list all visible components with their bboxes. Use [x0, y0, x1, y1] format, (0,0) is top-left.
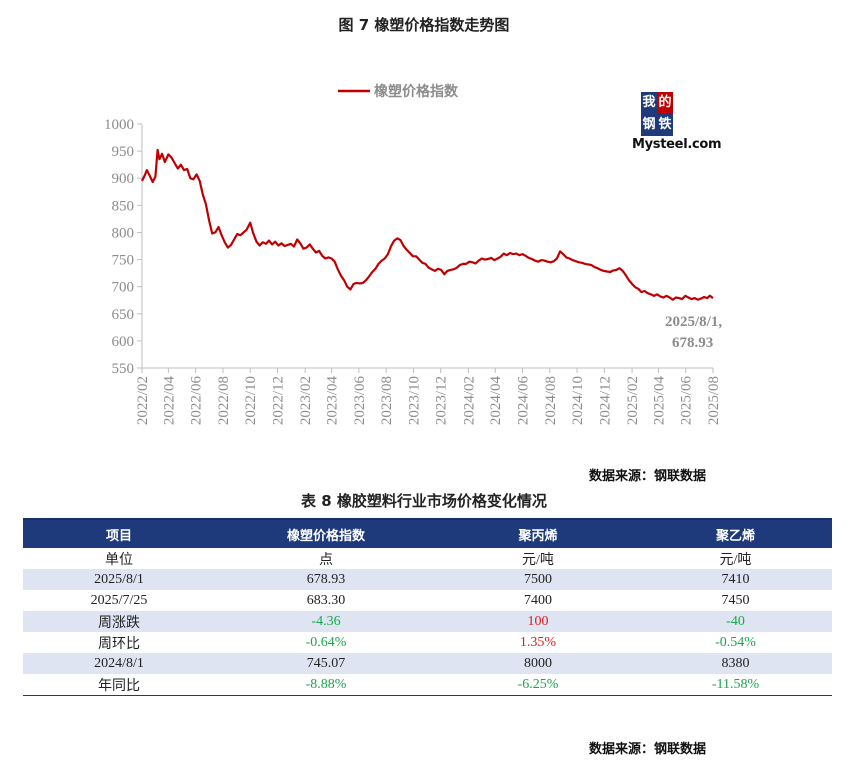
legend-label: 橡塑价格指数	[374, 83, 459, 100]
y-tick-label: 750	[112, 253, 135, 269]
x-axis-ticks: 2022/02 2022/04 2022/06 2022/08 2022/10 2022/…	[135, 368, 722, 425]
x-tick-label: 2023/02	[298, 376, 314, 425]
table-title: 表 8 橡胶塑料行业市场价格变化情况	[301, 492, 547, 510]
cell-pp: 1.35%	[519, 634, 557, 650]
y-tick-label: 950	[112, 144, 135, 160]
y-tick-label: 550	[112, 361, 135, 377]
cell-pp: 7400	[524, 592, 552, 608]
cell-pp: 7500	[437, 569, 639, 590]
table-row: 2024/8/1 745.07 8000 8380	[23, 653, 832, 674]
x-tick-label: 2023/12	[434, 376, 450, 425]
cell-pp: 8000	[437, 653, 639, 674]
y-tick-label: 650	[112, 307, 135, 323]
y-tick-label: 850	[112, 198, 135, 214]
logo-mark: 我 的 钢 铁	[641, 92, 673, 140]
x-tick-label: 2022/10	[243, 376, 259, 425]
row-label: 2025/7/25	[90, 592, 148, 608]
y-tick-label: 700	[112, 280, 135, 296]
cell-pe: 8380	[639, 653, 832, 674]
cell-pe: -11.58%	[639, 674, 832, 696]
x-tick-label: 2023/06	[352, 376, 368, 426]
x-tick-label: 2024/04	[488, 376, 504, 426]
series-line-rubber-plastic-index	[141, 148, 714, 301]
table-row: 年同比 -8.88% -6.25% -11.58%	[23, 674, 832, 696]
logo-char-4: 铁	[657, 114, 673, 136]
cell-index: -0.64%	[305, 634, 347, 650]
row-label: 年同比	[23, 674, 215, 696]
table-header-row: 项目 橡塑价格指数 聚丙烯 聚乙烯	[23, 518, 832, 548]
row-label: 周涨跌	[23, 611, 215, 632]
cell-index: 678.93	[215, 569, 437, 590]
x-tick-label: 2024/08	[543, 376, 559, 425]
logo-char-3: 钢	[641, 114, 657, 136]
price-change-table: 项目 橡塑价格指数 聚丙烯 聚乙烯 单位 点 元/吨 元/吨 2025/8/1 …	[23, 518, 832, 696]
x-tick-label: 2025/04	[651, 376, 667, 426]
header-pp: 聚丙烯	[437, 518, 639, 548]
table-row: 周涨跌 -4.36 100 -40	[23, 611, 832, 632]
logo-char-2: 的	[657, 92, 673, 114]
annotation-date: 2025/8/1,	[665, 314, 722, 330]
table-row: 单位 点 元/吨 元/吨	[23, 548, 832, 569]
cell-index: 点	[319, 552, 333, 568]
x-tick-label: 2025/06	[679, 376, 695, 426]
cell-pe: 元/吨	[719, 552, 752, 568]
cell-pe: -0.54%	[715, 634, 756, 650]
cell-pe: -40	[639, 611, 832, 632]
cell-index: -4.36	[215, 611, 437, 632]
cell-pe: 7410	[639, 569, 832, 590]
x-tick-label: 2023/08	[379, 376, 395, 425]
header-item: 项目	[23, 518, 215, 548]
cell-pp: -6.25%	[437, 674, 639, 696]
header-pe: 聚乙烯	[639, 518, 832, 548]
y-tick-label: 1000	[104, 117, 134, 133]
x-tick-label: 2025/02	[625, 376, 641, 425]
logo-text: Mysteel.com	[632, 137, 722, 152]
table-source: 数据来源：钢联数据	[588, 742, 706, 757]
x-tick-label: 2024/06	[516, 376, 532, 426]
cell-index: -8.88%	[215, 674, 437, 696]
x-tick-label: 2022/12	[270, 376, 286, 425]
cell-pp: 元/吨	[522, 552, 554, 568]
cell-index: 745.07	[215, 653, 437, 674]
x-tick-label: 2025/08	[706, 376, 722, 425]
row-label: 周环比	[98, 636, 140, 652]
line-chart: 橡塑价格指数 550 600 650 700 750 800 850 900 950 1000 2…	[104, 83, 722, 425]
row-label: 2024/8/1	[23, 653, 215, 674]
table-row: 2025/8/1 678.93 7500 7410	[23, 569, 832, 590]
x-tick-label: 2023/10	[406, 376, 422, 425]
x-tick-label: 2024/10	[570, 376, 586, 425]
mysteel-logo: 我 的 钢 铁 Mysteel.com	[632, 92, 722, 154]
cell-index: 683.30	[306, 592, 346, 608]
x-tick-label: 2022/08	[216, 376, 232, 425]
row-label: 2025/8/1	[23, 569, 215, 590]
chart-axes	[141, 124, 713, 369]
x-tick-label: 2024/12	[597, 376, 613, 425]
x-tick-label: 2022/02	[135, 376, 151, 425]
chart-legend: 橡塑价格指数	[338, 83, 459, 100]
y-axis-ticks: 550 600 650 700 750 800 850 900 950 1000	[104, 117, 142, 377]
chart-source: 数据来源：钢联数据	[588, 469, 706, 484]
x-tick-label: 2024/02	[461, 376, 477, 425]
last-point-annotation: 2025/8/1, 678.93	[665, 314, 722, 351]
figure-title: 图 7 橡塑价格指数走势图	[338, 16, 510, 34]
x-tick-label: 2022/04	[161, 376, 177, 426]
table-row: 2025/7/25 683.30 7400 7450	[23, 590, 832, 611]
table-row: 周环比 -0.64% 1.35% -0.54%	[23, 632, 832, 653]
cell-pe: 7450	[721, 592, 750, 608]
y-tick-label: 900	[112, 171, 135, 187]
x-tick-label: 2023/04	[325, 376, 341, 426]
cell-pp: 100	[437, 611, 639, 632]
row-label: 单位	[105, 552, 133, 568]
y-tick-label: 800	[112, 225, 135, 241]
header-index: 橡塑价格指数	[215, 518, 437, 548]
logo-char-1: 我	[641, 92, 657, 114]
y-tick-label: 600	[112, 334, 135, 350]
x-tick-label: 2022/06	[189, 376, 205, 426]
annotation-value: 678.93	[672, 335, 713, 351]
